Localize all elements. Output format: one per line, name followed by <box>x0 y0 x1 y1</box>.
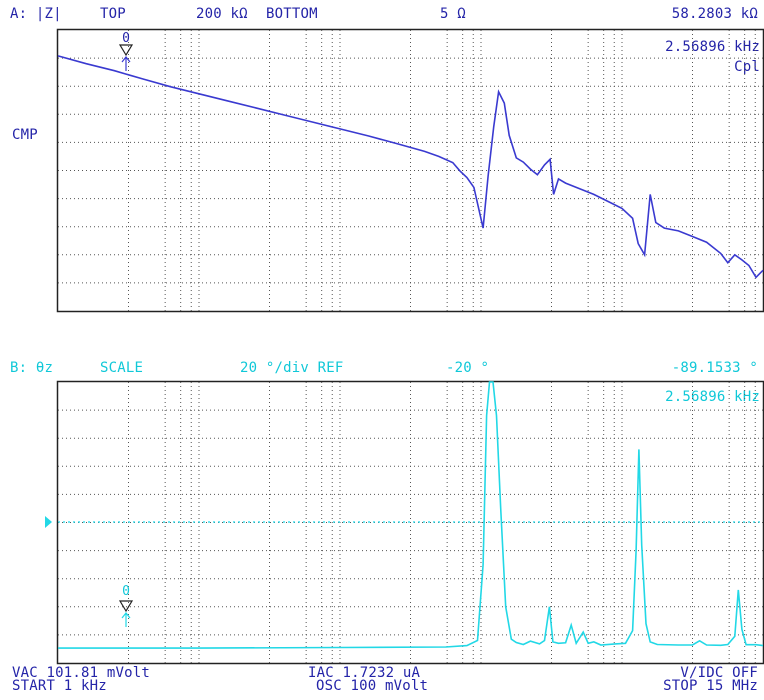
trace-b-scale-value: 20 °/div REF <box>240 360 344 376</box>
trace-b-ref-value: -20 ° <box>446 360 490 376</box>
trace-a-marker-triangle-icon <box>118 44 134 57</box>
trace-a-grid <box>58 30 763 311</box>
trace-a-equivalent-circuit: Cpl <box>734 59 760 75</box>
trace-b-param-label: B: θz <box>10 360 54 376</box>
trace-a-top-label: TOP <box>100 6 126 22</box>
trace-a-mode-label: CMP <box>12 127 38 143</box>
trace-b-marker-triangle-icon <box>118 600 134 613</box>
trace-b-marker[interactable]: 0 <box>118 584 134 627</box>
trace-a-bottom-value: 5 Ω <box>440 6 466 22</box>
trace-b-marker-arrow-icon <box>121 612 131 627</box>
trace-a-marker-frequency: 2.56896 kHz <box>665 39 760 55</box>
footer-vidc-status: V/IDC OFF <box>680 665 758 681</box>
trace-b-reference-pointer-icon[interactable] <box>45 516 52 528</box>
trace-a-line <box>57 55 764 279</box>
trace-b-line <box>58 381 764 649</box>
trace-a-top-value: 200 kΩ <box>196 6 248 22</box>
trace-b-marker-frequency: 2.56896 kHz <box>665 389 760 405</box>
footer-iac-readout: IAC 1.7232 uA <box>308 665 421 681</box>
trace-a-bottom-label: BOTTOM <box>266 6 318 22</box>
footer-start-frequency: START 1 kHz <box>12 678 107 694</box>
footer-stop-frequency: STOP 15 MHz <box>663 678 758 694</box>
trace-a-marker-label: 0 <box>122 31 130 46</box>
footer-osc-level: OSC 100 mVolt <box>316 678 429 694</box>
trace-b-scale-label: SCALE <box>100 360 144 376</box>
trace-b-marker-value: -89.1533 ° <box>671 360 758 376</box>
trace-a-marker-value: 58.2803 kΩ <box>671 6 758 22</box>
trace-b-marker-label: 0 <box>122 584 130 599</box>
trace-a-marker[interactable]: 0 <box>118 31 134 71</box>
trace-a-param-label: A: |Z| <box>10 6 62 22</box>
trace-a-marker-arrow-icon <box>121 56 131 71</box>
footer-vac-readout: VAC 101.81 mVolt <box>12 665 151 681</box>
